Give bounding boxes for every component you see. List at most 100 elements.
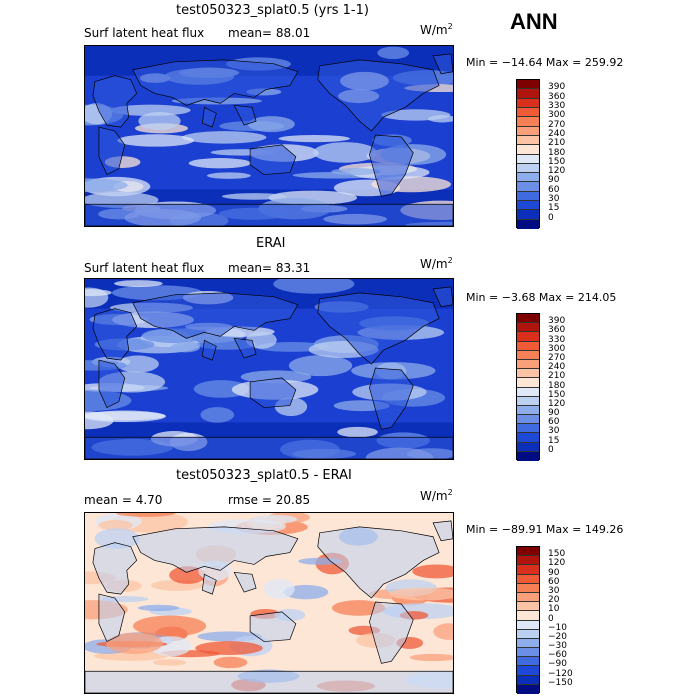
colorbar-swatch [517,629,539,639]
colorbar-swatch [517,415,539,425]
colorbar-swatch [517,341,539,351]
colorbar-tick-label: 300 [548,110,566,121]
panel-obs-variable: Surf latent heat flux [84,261,205,275]
colorbar-tick-label: 60 [548,184,560,195]
continent-outline [98,359,126,409]
panel-obs-title: ERAI [256,236,286,251]
panel-diff-map [84,512,454,694]
colorbar-swatch [517,675,539,685]
colorbar-swatch [517,547,539,557]
continent-outline [233,337,257,359]
colorbar-swatch [517,182,539,192]
colorbar-tick-label: 30 [548,585,560,596]
colorbar-swatch [517,369,539,379]
colorbar-tick-label: 120 [548,166,566,177]
colorbar-swatch [517,332,539,342]
colorbar-tick-label: 10 [548,604,560,615]
colorbar-tick-label: 180 [548,147,566,158]
panel-obs-field [85,279,453,459]
colorbar-tick-label: 240 [548,362,566,373]
colorbar-tick-label: 300 [548,343,566,354]
panel-diff-field [85,513,453,693]
colorbar-swatch [517,80,539,90]
colorbar-swatch [517,163,539,174]
colorbar-swatch [517,565,539,575]
continent-outline [369,367,414,430]
continent-outline [85,436,453,459]
colorbar-tick-label: 360 [548,91,566,102]
colorbar-swatch [517,592,539,603]
colorbar-swatch [517,666,539,676]
colorbar-tick-label: 330 [548,334,566,345]
continent-outline [98,126,126,176]
colorbar-swatch [517,387,539,397]
colorbar-swatch [517,638,539,649]
colorbar-tick-label: 120 [548,558,566,569]
colorbar-tick-label: 390 [548,316,566,327]
colorbar-swatch [517,173,539,183]
colorbar-swatch [517,201,539,211]
panel-obs-minmax: Min = −3.68 Max = 214.05 [466,291,617,304]
colorbar-tick-label: 30 [548,194,560,205]
continent-outline [98,593,126,643]
colorbar-swatch [517,314,539,324]
colorbar-tick-label: 90 [548,175,560,186]
colorbar-swatch [517,602,539,612]
panel-diff-rmse: rmse = 20.85 [228,493,311,507]
colorbar-swatch [517,583,539,593]
continent-outline [233,104,257,126]
panel-model-map [84,45,454,227]
colorbar-tick-label: −90 [548,659,567,670]
continent-outline [249,611,297,642]
panel-model-units: W/m2 [420,22,453,37]
colorbar-tick-label: 150 [548,389,566,400]
panel-diff-colorbar [516,546,540,694]
colorbar-tick-label: 90 [548,408,560,419]
colorbar-tick-label: 150 [548,549,566,560]
colorbar-tick-label: 210 [548,371,566,382]
colorbar-tick-label: −150 [548,677,573,688]
colorbar-tick-label: 270 [548,352,566,363]
colorbar-swatch [517,350,539,360]
panel-diff-title: test050323_splat0.5 - ERAI [176,468,352,483]
colorbar-tick-label: 330 [548,100,566,111]
colorbar-tick-label: 0 [548,212,554,223]
continent-outline [432,286,453,308]
panel-obs-map [84,278,454,460]
panel-model-field [85,46,453,226]
colorbar-tick-label: 150 [548,156,566,167]
panel-obs-mean: mean= 83.31 [228,261,311,275]
colorbar-swatch [517,378,539,388]
continent-outline [85,670,453,693]
continent-outline [132,292,299,339]
colorbar-swatch [517,135,539,146]
colorbar-swatch [517,126,539,136]
colorbar-swatch [517,574,539,584]
panel-obs-colorbar [516,313,540,461]
colorbar-tick-label: 20 [548,595,560,606]
colorbar-swatch [517,154,539,164]
colorbar-tick-label: 360 [548,325,566,336]
colorbar-swatch [517,219,539,229]
panel-diff-minmax: Min = −89.91 Max = 149.26 [466,523,624,536]
colorbar-tick-label: 15 [548,203,560,214]
season-label: ANN [510,9,558,34]
continent-outline [317,59,440,132]
colorbar-swatch [517,684,539,694]
colorbar-swatch [517,620,539,630]
colorbar-swatch [517,359,539,370]
colorbar-swatch [517,442,539,452]
colorbar-swatch [517,405,539,416]
panel-model-title: test050323_splat0.5 (yrs 1-1) [176,3,369,18]
colorbar-swatch [517,98,539,108]
continent-outline [369,601,414,664]
colorbar-swatch [517,107,539,118]
continent-outline [233,571,257,593]
colorbar-tick-label: −30 [548,641,567,652]
continent-outline [92,542,138,595]
colorbar-tick-label: 180 [548,380,566,391]
continent-outline [249,144,297,175]
colorbar-tick-label: 15 [548,435,560,446]
continent-outline [201,106,217,128]
panel-diff-mean: mean = 4.70 [84,493,163,507]
